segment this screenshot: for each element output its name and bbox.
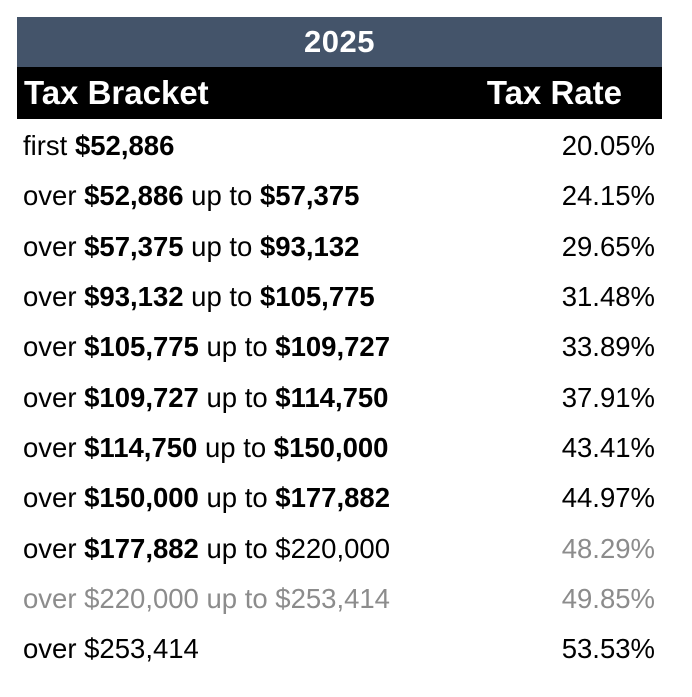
tax-bracket-header: Tax Bracket	[24, 74, 209, 111]
bracket-amount: $114,750	[275, 381, 389, 413]
bracket-connector: over	[23, 281, 85, 313]
year-label: 2025	[304, 24, 375, 59]
bracket-amount: $177,882	[84, 532, 199, 564]
bracket-connector: up to	[198, 482, 276, 514]
tax-rate-value: 48.29%	[561, 532, 655, 564]
bracket-amount: $105,775	[84, 331, 199, 363]
bracket-amount: $150,000	[84, 482, 199, 514]
bracket-amount: $93,132	[260, 230, 360, 262]
bracket-text: over $93,132 up to $105,775	[23, 281, 375, 313]
tax-rate-value: 49.85%	[561, 582, 655, 614]
table-row: over $109,727 up to $114,750 37.91%	[17, 372, 662, 422]
tax-rate-value: 44.97%	[561, 482, 655, 514]
bracket-amount: $114,750	[84, 431, 198, 463]
tax-rate-value: 20.05%	[561, 130, 655, 162]
bracket-connector: up to	[198, 331, 276, 363]
table-row: over $52,886 up to $57,375 24.15%	[17, 171, 662, 221]
tax-rate-value: 24.15%	[561, 180, 655, 212]
table-row: over $220,000 up to $253,414 49.85%	[17, 574, 662, 624]
bracket-amount: $109,727	[275, 331, 390, 363]
bracket-text: over $220,000 up to $253,414	[23, 583, 390, 615]
bracket-text: over $150,000 up to $177,882	[23, 482, 390, 514]
bracket-connector: over	[23, 331, 85, 363]
bracket-connector: over	[23, 431, 85, 463]
table-row: over $93,132 up to $105,775 31.48%	[17, 272, 662, 322]
tax-bracket-table: 2025 Tax Bracket Tax Rate first $52,886 2…	[17, 17, 662, 674]
bracket-text: over $253,414	[23, 633, 199, 665]
bracket-text: over $177,882 up to $220,000	[23, 533, 390, 565]
table-row: over $253,414 53.53%	[17, 624, 662, 674]
bracket-connector: up to	[197, 431, 274, 463]
table-row: first $52,886 20.05%	[17, 121, 662, 171]
tax-rate-value: 53.53%	[561, 633, 655, 665]
bracket-connector: over	[23, 381, 85, 413]
bracket-text: over $57,375 up to $93,132	[23, 231, 359, 263]
table-row: over $114,750 up to $150,000 43.41%	[17, 423, 662, 473]
bracket-rows: first $52,886 20.05% over $52,886 up to $5…	[17, 121, 662, 674]
bracket-connector: up to	[198, 381, 276, 413]
bracket-connector: over $253,414	[23, 633, 199, 665]
tax-rate-header: Tax Rate	[486, 74, 622, 111]
bracket-text: over $105,775 up to $109,727	[23, 331, 390, 363]
tax-rate-value: 37.91%	[561, 381, 655, 413]
table-row: over $105,775 up to $109,727 33.89%	[17, 322, 662, 372]
bracket-text: first $52,886	[23, 130, 174, 162]
tax-rate-value: 29.65%	[561, 230, 655, 262]
bracket-amount: $177,882	[275, 482, 390, 514]
bracket-text: over $52,886 up to $57,375	[23, 180, 359, 212]
bracket-connector: up to	[183, 180, 260, 212]
bracket-amount: $57,375	[260, 180, 360, 212]
tax-rate-value: 43.41%	[561, 431, 655, 463]
bracket-text: over $109,727 up to $114,750	[23, 382, 388, 414]
table-row: over $177,882 up to $220,000 48.29%	[17, 523, 662, 573]
tax-rate-value: 31.48%	[561, 281, 655, 313]
bracket-connector: up to $220,000	[198, 532, 390, 564]
bracket-connector: over	[23, 230, 85, 262]
bracket-text: over $114,750 up to $150,000	[23, 432, 388, 464]
table-row: over $57,375 up to $93,132 29.65%	[17, 222, 662, 272]
bracket-amount: $109,727	[84, 381, 199, 413]
bracket-amount: $93,132	[84, 281, 184, 313]
bracket-connector: up to	[183, 281, 260, 313]
bracket-connector: over	[23, 532, 85, 564]
bracket-connector: first	[23, 130, 75, 162]
tax-rate-value: 33.89%	[561, 331, 655, 363]
table-row: over $150,000 up to $177,882 44.97%	[17, 473, 662, 523]
bracket-connector: over	[23, 180, 85, 212]
bracket-connector: up to	[183, 230, 260, 262]
year-header: 2025	[17, 17, 662, 67]
bracket-amount: $57,375	[84, 230, 184, 262]
bracket-connector: over	[23, 482, 85, 514]
bracket-amount: $52,886	[84, 180, 184, 212]
bracket-amount: $150,000	[273, 431, 389, 463]
bracket-amount: $52,886	[74, 130, 175, 162]
bracket-connector: over $220,000 up to $253,414	[23, 582, 390, 614]
column-header-row: Tax Bracket Tax Rate	[17, 67, 662, 119]
bracket-amount: $105,775	[260, 281, 375, 313]
